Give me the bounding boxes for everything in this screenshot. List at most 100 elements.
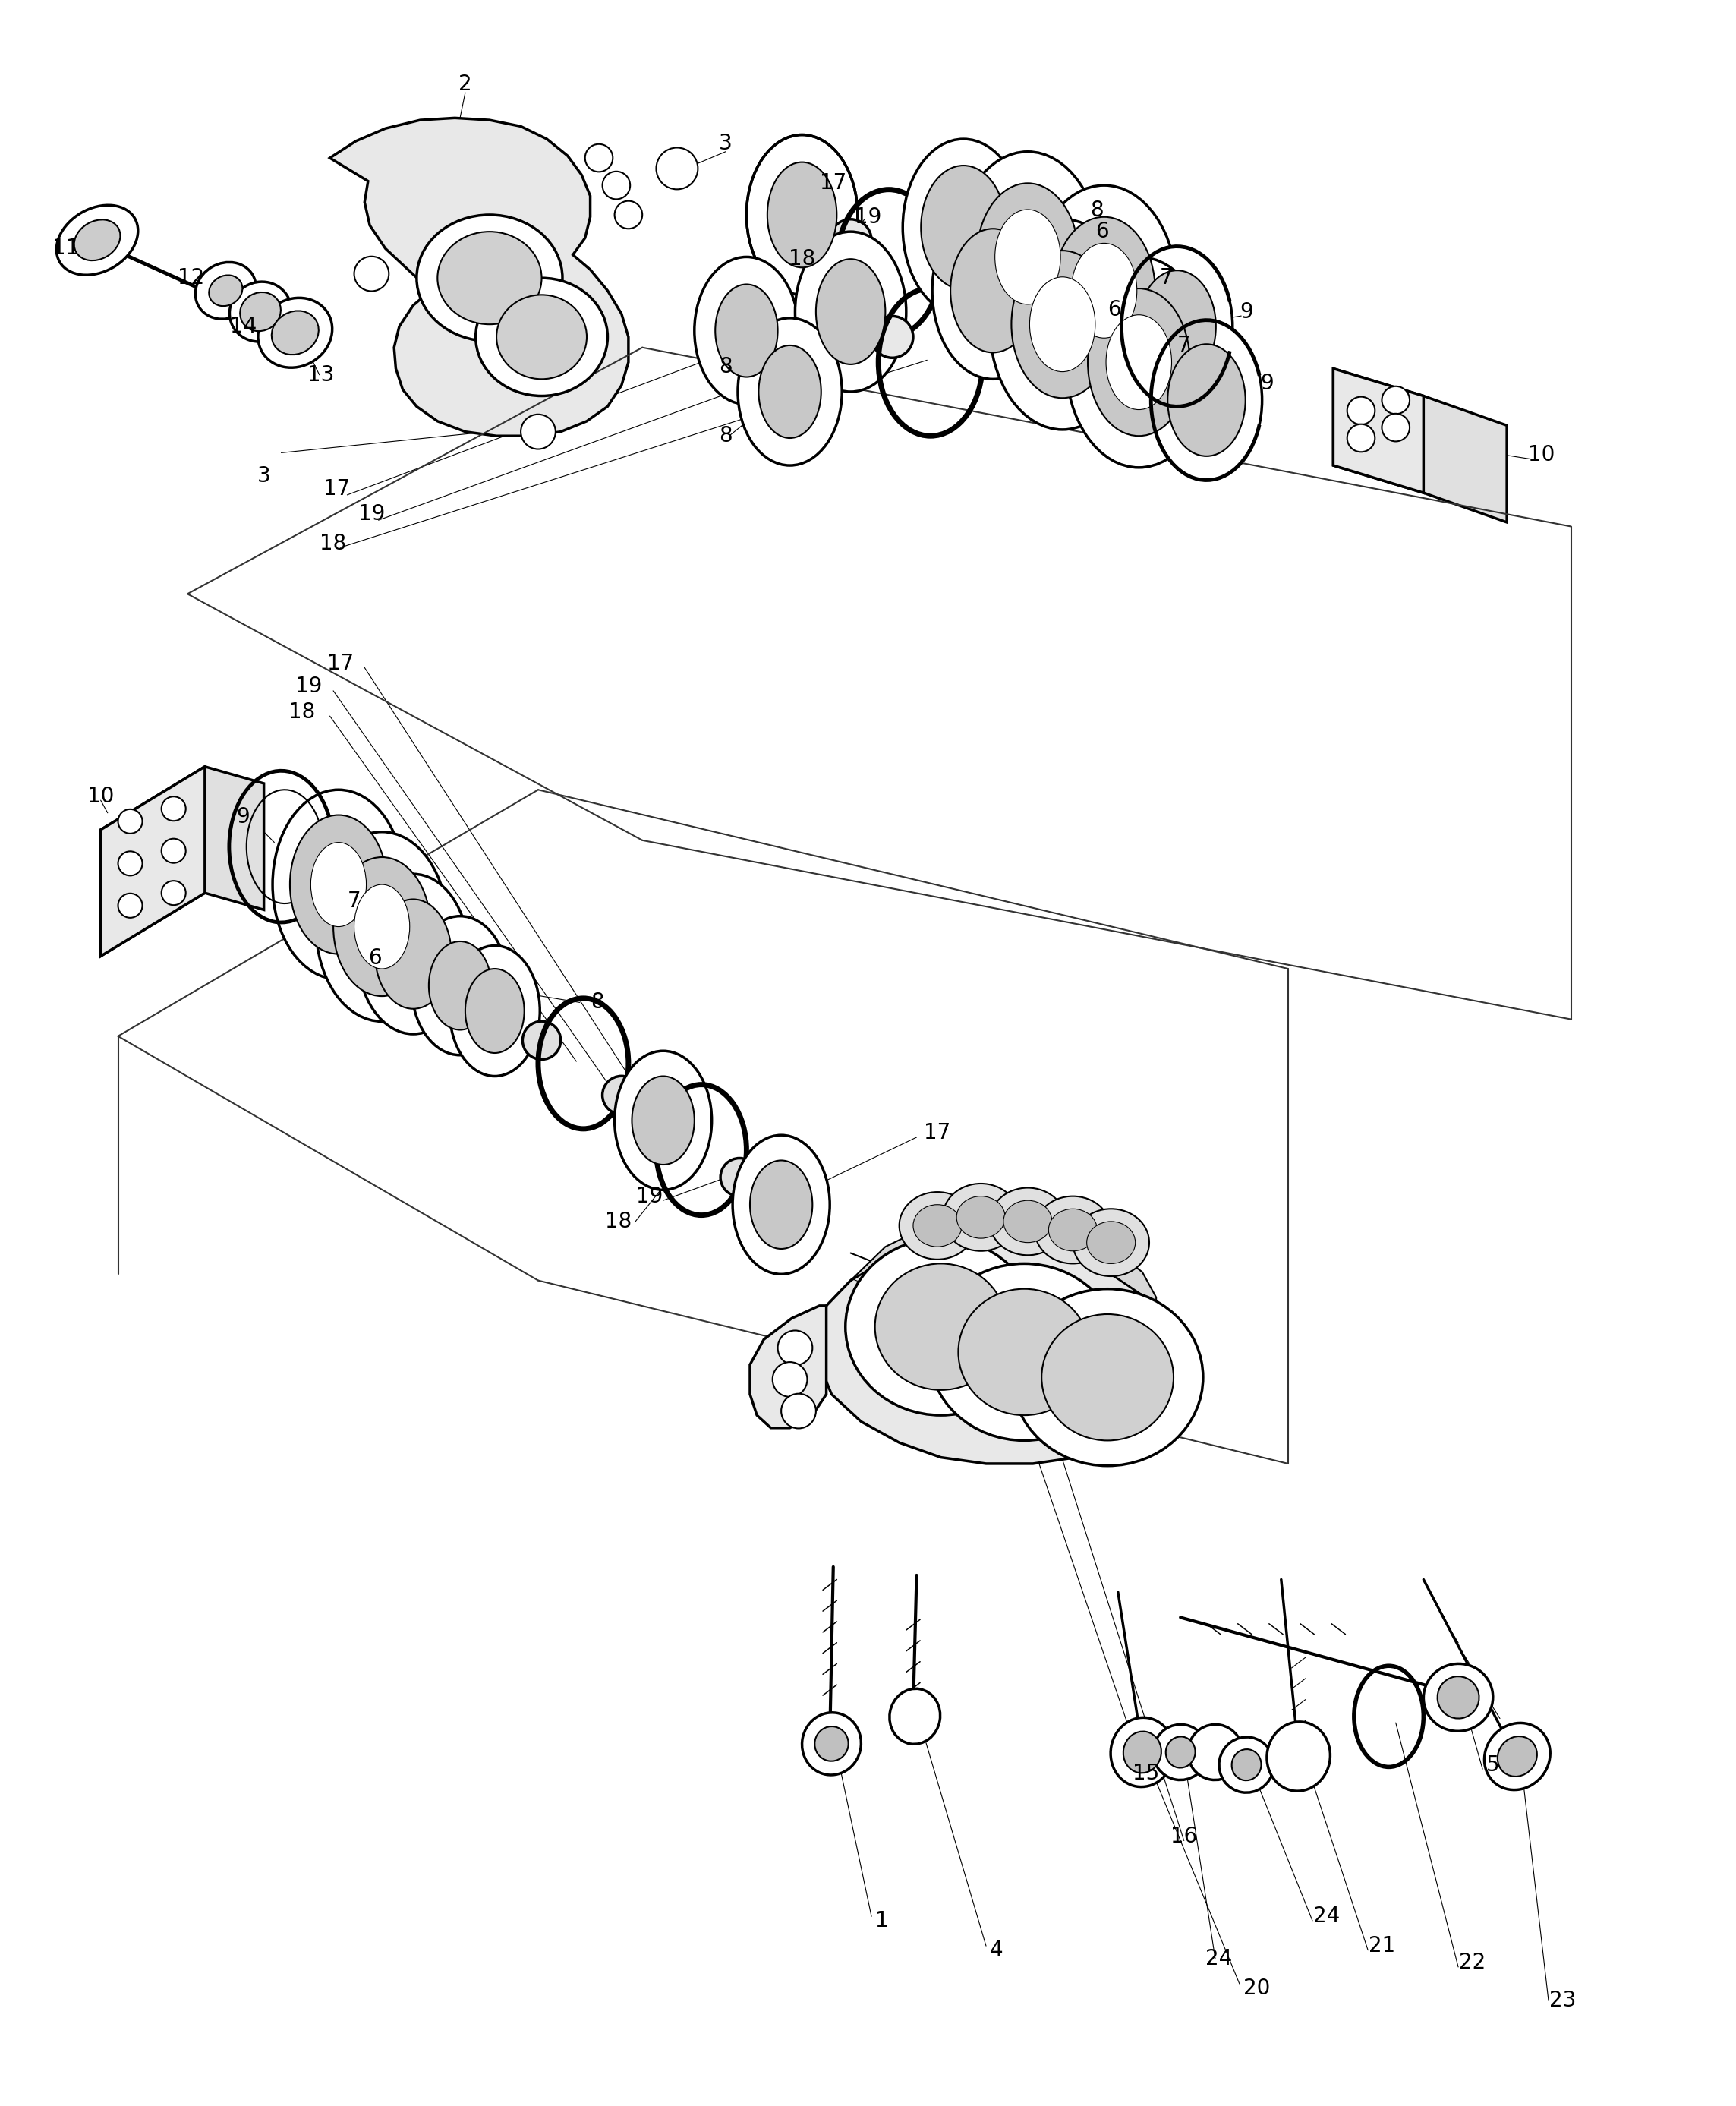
Circle shape [781, 1394, 816, 1428]
Ellipse shape [476, 278, 608, 396]
Ellipse shape [1168, 343, 1245, 457]
Text: 24: 24 [1312, 1906, 1340, 1927]
Text: 9: 9 [236, 807, 250, 828]
Ellipse shape [1139, 270, 1215, 383]
Text: 21: 21 [1368, 1935, 1396, 1956]
Text: 1: 1 [875, 1910, 889, 1931]
Circle shape [161, 838, 186, 863]
Ellipse shape [1437, 1676, 1479, 1718]
Ellipse shape [759, 345, 821, 438]
Text: 23: 23 [1549, 1990, 1576, 2011]
Text: 15: 15 [1132, 1763, 1160, 1784]
Circle shape [1347, 396, 1375, 425]
Circle shape [161, 796, 186, 821]
Ellipse shape [913, 1205, 962, 1247]
Ellipse shape [733, 1135, 830, 1274]
Text: 12: 12 [177, 267, 205, 289]
Ellipse shape [1003, 1200, 1052, 1243]
Text: 19: 19 [854, 206, 882, 227]
Text: 17: 17 [323, 478, 351, 499]
Ellipse shape [802, 1712, 861, 1775]
Text: 18: 18 [788, 249, 816, 270]
Circle shape [615, 200, 642, 230]
Polygon shape [750, 1306, 826, 1428]
Circle shape [830, 219, 871, 261]
Text: 9: 9 [1260, 373, 1274, 394]
Ellipse shape [1035, 1196, 1111, 1264]
Ellipse shape [437, 232, 542, 324]
Ellipse shape [311, 842, 366, 927]
Ellipse shape [240, 293, 281, 331]
Circle shape [521, 415, 556, 449]
Ellipse shape [273, 790, 404, 979]
Ellipse shape [977, 183, 1078, 331]
Ellipse shape [75, 219, 120, 261]
Ellipse shape [1042, 1314, 1174, 1441]
Text: 18: 18 [319, 533, 347, 554]
Circle shape [602, 171, 630, 200]
Text: 8: 8 [590, 992, 604, 1013]
Ellipse shape [738, 318, 842, 465]
Ellipse shape [316, 832, 448, 1021]
Ellipse shape [1484, 1723, 1550, 1790]
Polygon shape [1333, 369, 1507, 522]
Ellipse shape [1123, 1731, 1161, 1773]
Text: 13: 13 [307, 364, 335, 385]
Ellipse shape [229, 282, 292, 341]
Ellipse shape [746, 135, 858, 295]
Ellipse shape [333, 857, 431, 996]
Circle shape [118, 851, 142, 876]
Ellipse shape [1153, 1725, 1208, 1780]
Ellipse shape [750, 1160, 812, 1249]
Ellipse shape [358, 874, 469, 1034]
Text: 10: 10 [1528, 444, 1555, 465]
Text: 6: 6 [368, 948, 382, 969]
Ellipse shape [694, 257, 799, 404]
Polygon shape [330, 118, 628, 436]
Text: 22: 22 [1458, 1952, 1486, 1973]
Ellipse shape [429, 941, 491, 1030]
Text: 11: 11 [52, 238, 80, 259]
Text: 1: 1 [875, 1910, 889, 1931]
Text: 8: 8 [1090, 200, 1104, 221]
Text: 16: 16 [1170, 1826, 1198, 1847]
Text: 6: 6 [1108, 299, 1121, 320]
Ellipse shape [957, 1196, 1005, 1238]
Ellipse shape [929, 1264, 1120, 1441]
Ellipse shape [951, 230, 1035, 352]
Circle shape [778, 1331, 812, 1365]
Circle shape [602, 1076, 641, 1114]
Ellipse shape [1424, 1664, 1493, 1731]
Ellipse shape [57, 204, 137, 276]
Ellipse shape [955, 152, 1101, 362]
Ellipse shape [1029, 278, 1095, 371]
Text: 10: 10 [87, 786, 115, 807]
Ellipse shape [1106, 316, 1172, 411]
Ellipse shape [990, 1188, 1066, 1255]
Ellipse shape [903, 139, 1024, 316]
Circle shape [1382, 385, 1410, 415]
Text: 17: 17 [819, 173, 847, 194]
Ellipse shape [411, 916, 509, 1055]
Ellipse shape [496, 295, 587, 379]
Ellipse shape [1111, 1718, 1174, 1786]
Text: 7: 7 [1177, 335, 1191, 356]
Ellipse shape [1219, 1737, 1274, 1792]
Ellipse shape [196, 263, 255, 318]
Text: 7: 7 [1160, 267, 1174, 289]
Text: 3: 3 [257, 465, 271, 486]
Ellipse shape [875, 1264, 1007, 1390]
Text: 4: 4 [990, 1940, 1003, 1961]
Ellipse shape [1066, 257, 1212, 468]
Ellipse shape [715, 284, 778, 377]
Circle shape [354, 257, 389, 291]
Ellipse shape [1187, 1725, 1243, 1780]
Text: 19: 19 [295, 676, 323, 697]
Circle shape [720, 1158, 759, 1196]
Polygon shape [1333, 369, 1424, 493]
Ellipse shape [375, 899, 451, 1009]
Ellipse shape [1165, 1737, 1196, 1767]
Text: 20: 20 [1243, 1978, 1271, 1999]
Text: 7: 7 [347, 891, 361, 912]
Polygon shape [101, 767, 205, 956]
